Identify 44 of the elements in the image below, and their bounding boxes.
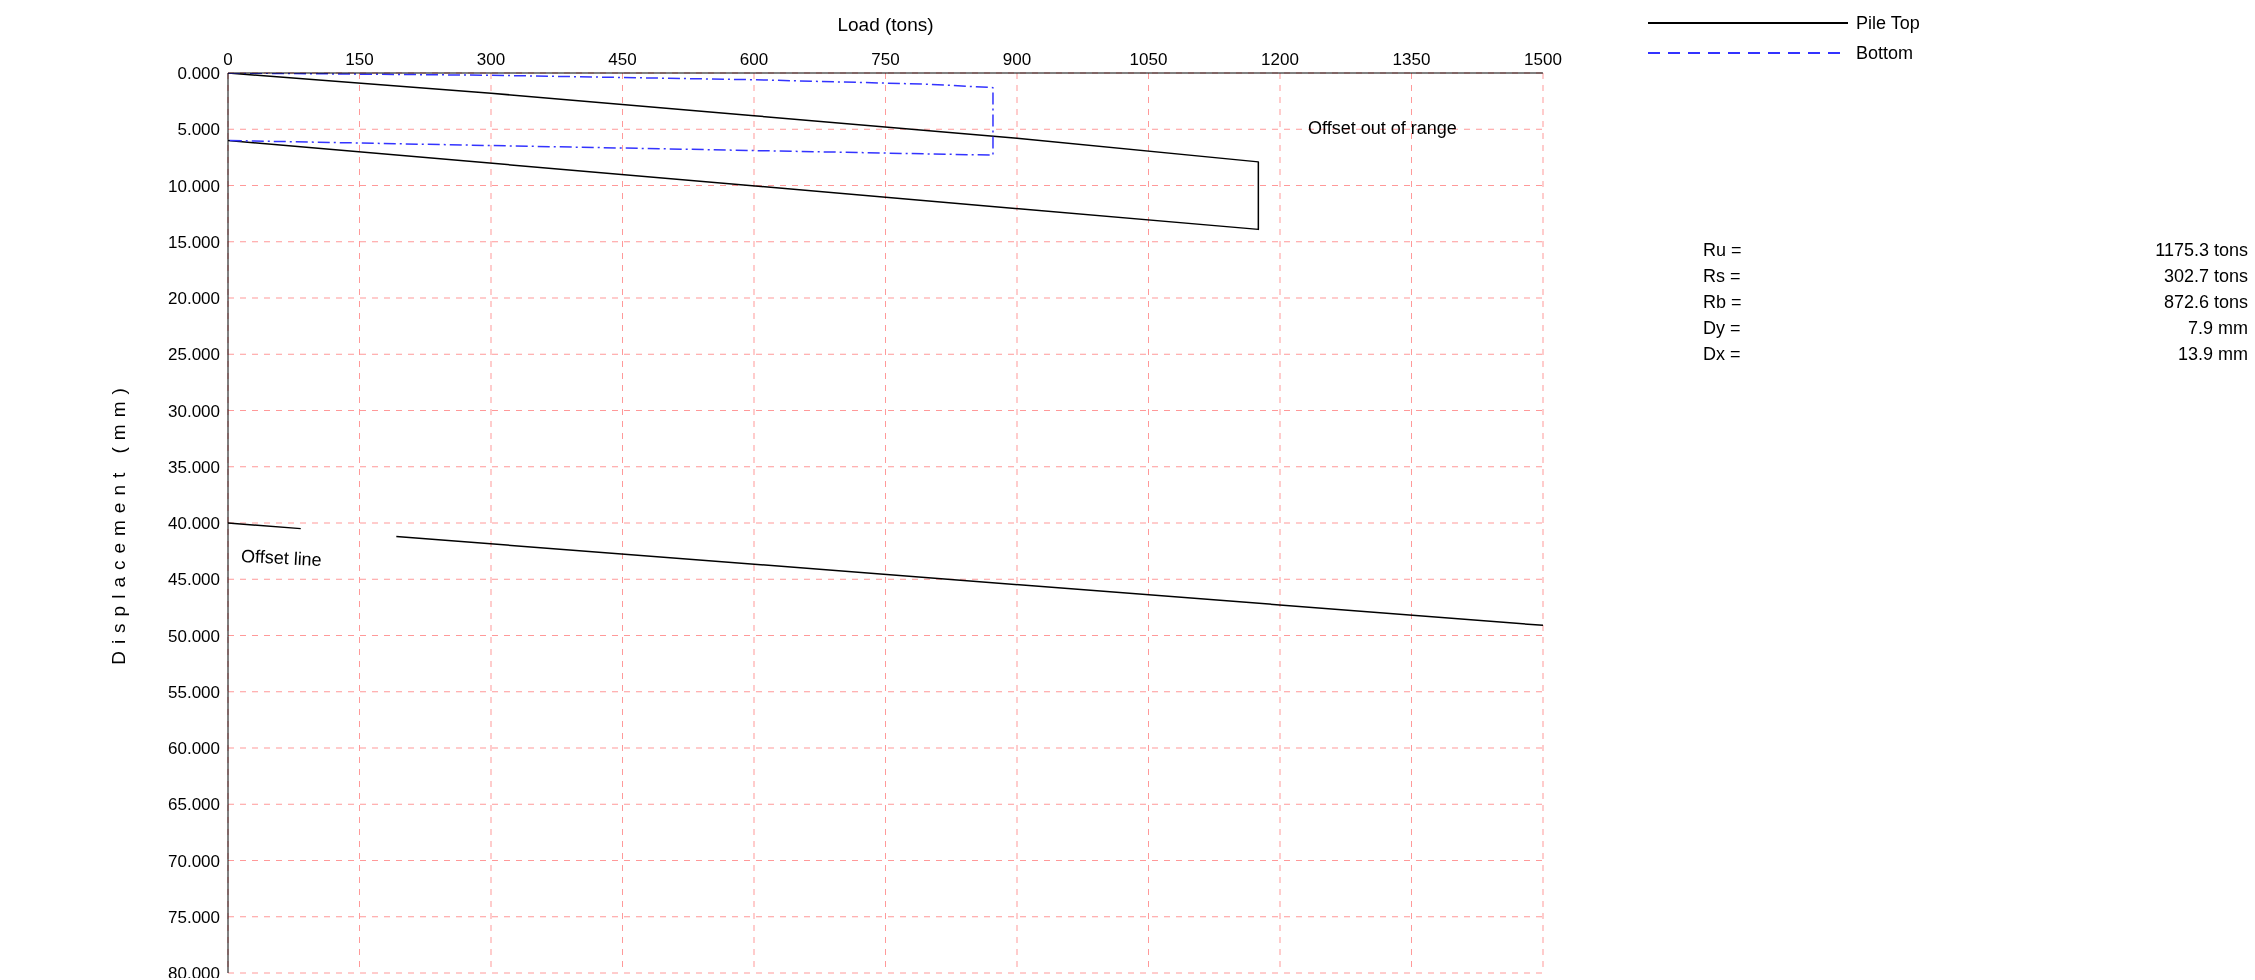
annotation: Offset out of range (1308, 118, 1457, 139)
line-series (228, 73, 994, 156)
y-tick-label: 55.000 (168, 682, 220, 702)
text: Dx = (1703, 344, 1741, 366)
legend-label: Bottom (1856, 42, 1914, 64)
x-tick-label: 1500 (1524, 50, 1562, 69)
y-tick-label: 40.000 (168, 514, 220, 534)
x-axis-title: Load (tons) (837, 14, 934, 36)
text: 1175.3 tons (2155, 240, 2248, 262)
legend-label: Pile Top (1856, 12, 1920, 34)
y-tick-label: 5.000 (177, 120, 220, 140)
series-label: Offset line (240, 545, 323, 572)
text: 7.9 mm (2187, 318, 2248, 340)
y-tick-label: 30.000 (168, 401, 220, 421)
x-tick-label: 600 (739, 50, 769, 69)
x-tick-label: 450 (608, 50, 637, 69)
x-tick-label: 150 (345, 50, 374, 69)
y-tick-label: 60.000 (168, 739, 220, 759)
x-tick-label: 300 (476, 50, 506, 69)
y-tick-label: 70.000 (168, 851, 220, 871)
text: Ru = (1703, 240, 1742, 262)
x-tick-label: 0 (223, 50, 233, 69)
text: Dy = (1703, 318, 1741, 340)
text: 13.9 mm (2177, 344, 2248, 366)
y-tick-label: 10.000 (168, 176, 220, 196)
x-tick-label: 1200 (1261, 50, 1299, 69)
text: 872.6 tons (2163, 292, 2248, 314)
x-tick-label: 750 (871, 50, 900, 69)
y-tick-label: 15.000 (168, 232, 220, 252)
text: Rs = (1703, 266, 1741, 288)
y-tick-label: 25.000 (168, 345, 220, 365)
text: 302.7 tons (2163, 266, 2248, 288)
x-tick-label: 1350 (1392, 50, 1431, 69)
y-tick-label: 50.000 (168, 626, 220, 646)
y-tick-label: 0.000 (177, 64, 220, 84)
text: Rb = (1703, 292, 1742, 314)
x-tick-label: 900 (1002, 50, 1032, 69)
y-tick-label: 20.000 (168, 289, 220, 309)
y-axis-title: Displacement (mm) (107, 381, 129, 665)
x-tick-label: 1050 (1129, 50, 1168, 69)
y-tick-label: 45.000 (168, 570, 220, 590)
y-tick-label: 65.000 (168, 795, 220, 815)
y-tick-label: 35.000 (168, 457, 220, 477)
y-tick-label: 75.000 (168, 907, 220, 927)
